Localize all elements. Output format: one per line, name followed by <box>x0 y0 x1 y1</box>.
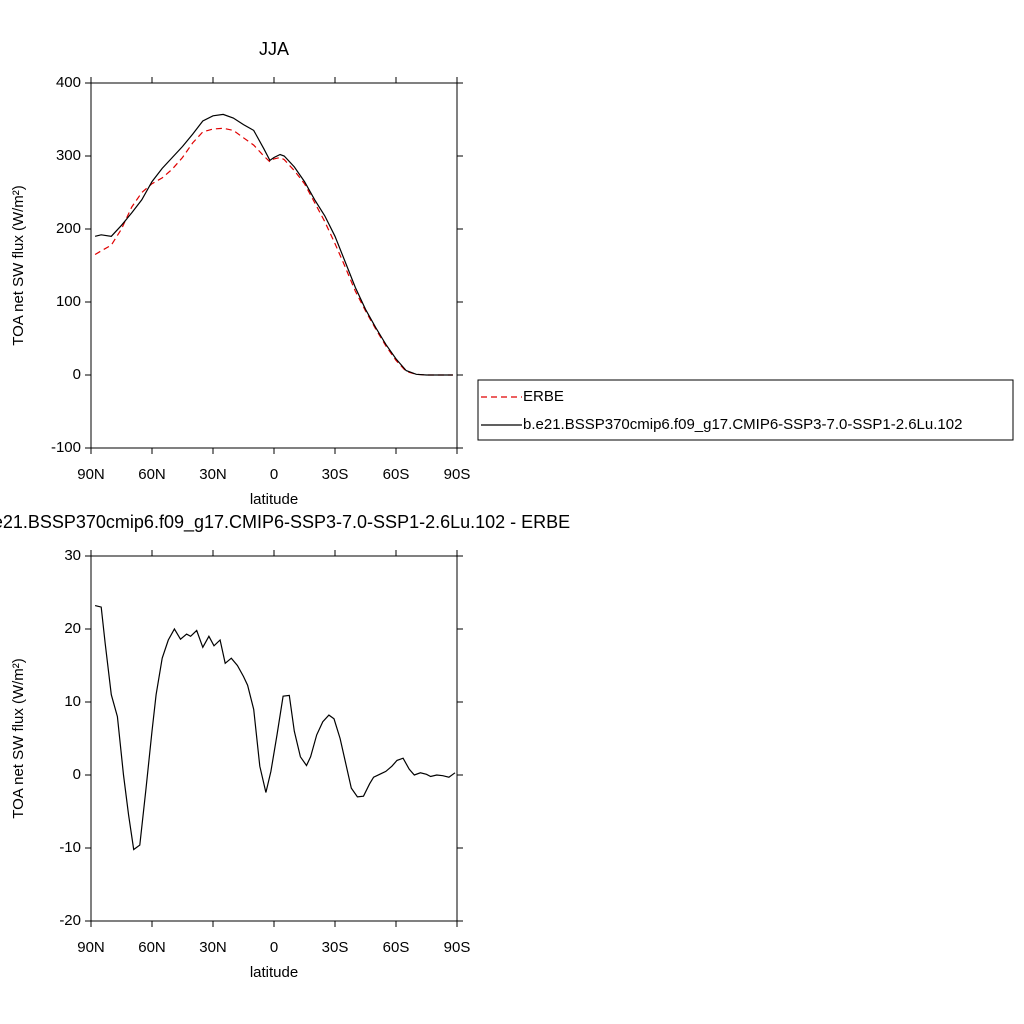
y-axis-label: TOA net SW flux (W/m²) <box>10 185 27 346</box>
plot-frame <box>90 82 458 449</box>
legend-label: ERBE <box>523 388 564 405</box>
y-tick-label: -20 <box>59 912 81 929</box>
y-tick-label: 400 <box>56 74 81 91</box>
chart-title: JJA <box>259 39 289 59</box>
y-tick-label: -10 <box>59 839 81 856</box>
data-line <box>94 605 456 851</box>
y-tick-label: 300 <box>56 147 81 164</box>
x-tick-label: 60S <box>383 939 410 956</box>
y-tick-label: 0 <box>73 366 81 383</box>
y-tick-label: 0 <box>73 766 81 783</box>
y-tick-label: 100 <box>56 293 81 310</box>
legend-box <box>477 379 1014 441</box>
y-axis-label: TOA net SW flux (W/m²) <box>10 658 27 819</box>
x-tick-label: 30S <box>322 466 349 483</box>
chart-title: b.e21.BSSP370cmip6.f09_g17.CMIP6-SSP3-7.… <box>0 512 570 533</box>
x-axis-label: latitude <box>250 964 298 981</box>
y-tick-label: 30 <box>64 547 81 564</box>
series-line <box>94 113 453 376</box>
x-tick-label: 90S <box>444 939 471 956</box>
y-tick-label: 20 <box>64 620 81 637</box>
y-tick-label: 10 <box>64 693 81 710</box>
x-tick-label: 90N <box>77 466 105 483</box>
x-tick-label: 60N <box>138 466 166 483</box>
x-tick-label: 0 <box>270 466 278 483</box>
y-tick-label: 200 <box>56 220 81 237</box>
y-tick-label: -100 <box>51 439 81 456</box>
x-tick-label: 90S <box>444 466 471 483</box>
plot-frame <box>90 555 458 922</box>
x-axis-label: latitude <box>250 491 298 508</box>
x-tick-label: 90N <box>77 939 105 956</box>
series-line <box>94 127 453 376</box>
x-tick-label: 0 <box>270 939 278 956</box>
legend-label: b.e21.BSSP370cmip6.f09_g17.CMIP6-SSP3-7.… <box>523 416 962 433</box>
x-tick-label: 30S <box>322 939 349 956</box>
x-tick-label: 60S <box>383 466 410 483</box>
x-tick-label: 60N <box>138 939 166 956</box>
x-tick-label: 30N <box>199 939 227 956</box>
x-tick-label: 30N <box>199 466 227 483</box>
